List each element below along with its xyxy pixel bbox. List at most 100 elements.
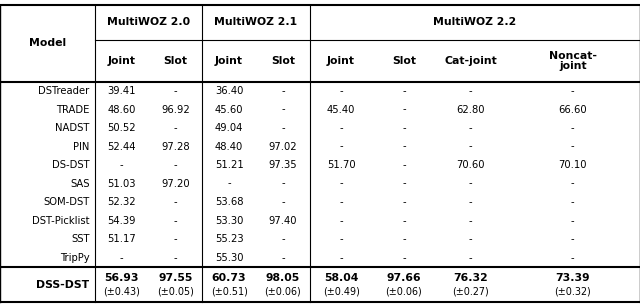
Text: (±0.05): (±0.05) (157, 287, 194, 297)
Text: 66.60: 66.60 (559, 104, 587, 115)
Text: Slot: Slot (163, 56, 188, 66)
Text: -: - (339, 123, 343, 133)
Text: (±0.32): (±0.32) (554, 287, 591, 297)
Text: 60.73: 60.73 (212, 273, 246, 282)
Text: Joint: Joint (215, 56, 243, 66)
Text: -: - (402, 179, 406, 188)
Text: -: - (402, 104, 406, 115)
Text: Noncat-
joint: Noncat- joint (548, 51, 596, 71)
Text: -: - (571, 234, 575, 244)
Text: 53.30: 53.30 (215, 216, 243, 226)
Text: 45.40: 45.40 (327, 104, 355, 115)
Text: 49.04: 49.04 (215, 123, 243, 133)
Text: -: - (571, 179, 575, 188)
Text: 76.32: 76.32 (453, 273, 488, 282)
Text: -: - (571, 253, 575, 263)
Text: 62.80: 62.80 (456, 104, 484, 115)
Text: -: - (281, 123, 285, 133)
Text: (±0.06): (±0.06) (385, 287, 422, 297)
Text: 58.04: 58.04 (324, 273, 358, 282)
Text: -: - (339, 86, 343, 96)
Text: Slot: Slot (392, 56, 416, 66)
Text: -: - (402, 234, 406, 244)
Text: -: - (281, 104, 285, 115)
Text: -: - (120, 253, 124, 263)
Text: -: - (571, 216, 575, 226)
Text: -: - (402, 197, 406, 207)
Text: Cat-joint: Cat-joint (444, 56, 497, 66)
Text: -: - (173, 253, 177, 263)
Text: Joint: Joint (327, 56, 355, 66)
Text: 54.39: 54.39 (108, 216, 136, 226)
Text: MultiWOZ 2.1: MultiWOZ 2.1 (214, 17, 298, 27)
Text: 97.55: 97.55 (158, 273, 193, 282)
Text: DS-DST: DS-DST (52, 160, 90, 170)
Text: -: - (173, 234, 177, 244)
Text: -: - (571, 123, 575, 133)
Text: 97.40: 97.40 (269, 216, 297, 226)
Text: -: - (227, 179, 231, 188)
Text: 97.35: 97.35 (269, 160, 297, 170)
Text: -: - (468, 234, 472, 244)
Text: 97.20: 97.20 (161, 179, 189, 188)
Text: DST-Picklist: DST-Picklist (32, 216, 90, 226)
Text: DSS-DST: DSS-DST (36, 280, 90, 290)
Text: 39.41: 39.41 (108, 86, 136, 96)
Text: 70.60: 70.60 (456, 160, 484, 170)
Text: 36.40: 36.40 (215, 86, 243, 96)
Text: 52.44: 52.44 (108, 142, 136, 152)
Text: -: - (402, 253, 406, 263)
Text: 52.32: 52.32 (108, 197, 136, 207)
Text: NADST: NADST (55, 123, 90, 133)
Text: -: - (339, 197, 343, 207)
Text: -: - (468, 123, 472, 133)
Text: Joint: Joint (108, 56, 136, 66)
Text: 97.02: 97.02 (269, 142, 297, 152)
Text: -: - (402, 86, 406, 96)
Text: -: - (468, 253, 472, 263)
Text: -: - (173, 216, 177, 226)
Text: 97.66: 97.66 (387, 273, 421, 282)
Text: (±0.06): (±0.06) (264, 287, 301, 297)
Text: 51.70: 51.70 (327, 160, 355, 170)
Text: 55.30: 55.30 (215, 253, 243, 263)
Text: -: - (339, 142, 343, 152)
Text: TRADE: TRADE (56, 104, 90, 115)
Text: -: - (339, 253, 343, 263)
Text: -: - (339, 216, 343, 226)
Text: -: - (120, 160, 124, 170)
Text: PIN: PIN (73, 142, 90, 152)
Text: (±0.43): (±0.43) (103, 287, 140, 297)
Text: -: - (173, 123, 177, 133)
Text: 97.28: 97.28 (161, 142, 189, 152)
Text: -: - (402, 216, 406, 226)
Text: Model: Model (29, 38, 66, 48)
Text: -: - (468, 86, 472, 96)
Text: 45.60: 45.60 (215, 104, 243, 115)
Text: 96.92: 96.92 (161, 104, 189, 115)
Text: -: - (402, 123, 406, 133)
Text: 48.60: 48.60 (108, 104, 136, 115)
Text: 48.40: 48.40 (215, 142, 243, 152)
Text: SAS: SAS (70, 179, 90, 188)
Text: DSTreader: DSTreader (38, 86, 90, 96)
Text: -: - (571, 142, 575, 152)
Text: -: - (571, 86, 575, 96)
Text: (±0.49): (±0.49) (323, 287, 360, 297)
Text: -: - (571, 197, 575, 207)
Text: 51.21: 51.21 (215, 160, 243, 170)
Text: -: - (339, 179, 343, 188)
Text: -: - (281, 253, 285, 263)
Text: -: - (402, 160, 406, 170)
Text: -: - (173, 86, 177, 96)
Text: 98.05: 98.05 (266, 273, 300, 282)
Text: (±0.51): (±0.51) (211, 287, 248, 297)
Text: -: - (468, 197, 472, 207)
Text: -: - (281, 86, 285, 96)
Text: SST: SST (71, 234, 90, 244)
Text: -: - (402, 142, 406, 152)
Text: 50.52: 50.52 (108, 123, 136, 133)
Text: 70.10: 70.10 (559, 160, 587, 170)
Text: -: - (281, 197, 285, 207)
Text: -: - (173, 160, 177, 170)
